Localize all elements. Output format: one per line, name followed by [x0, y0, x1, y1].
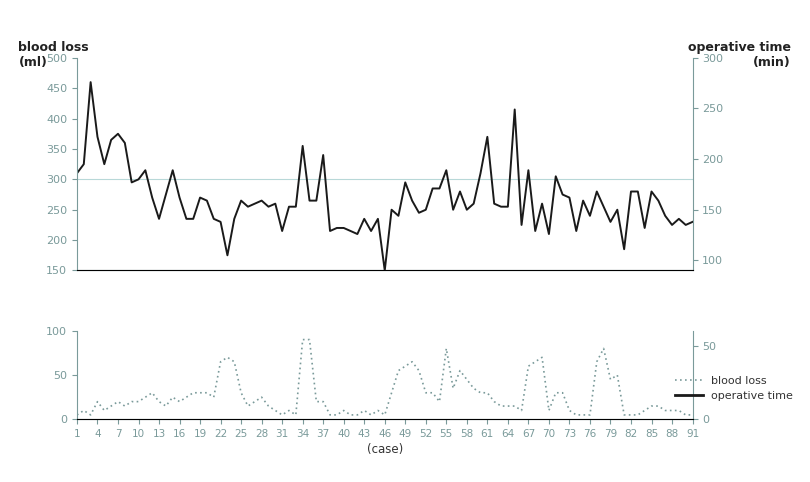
Legend: blood loss, operative time: blood loss, operative time — [671, 371, 798, 405]
X-axis label: (case): (case) — [367, 443, 403, 456]
Text: blood loss
(ml): blood loss (ml) — [19, 41, 89, 69]
Text: operative time
(min): operative time (min) — [688, 41, 791, 69]
